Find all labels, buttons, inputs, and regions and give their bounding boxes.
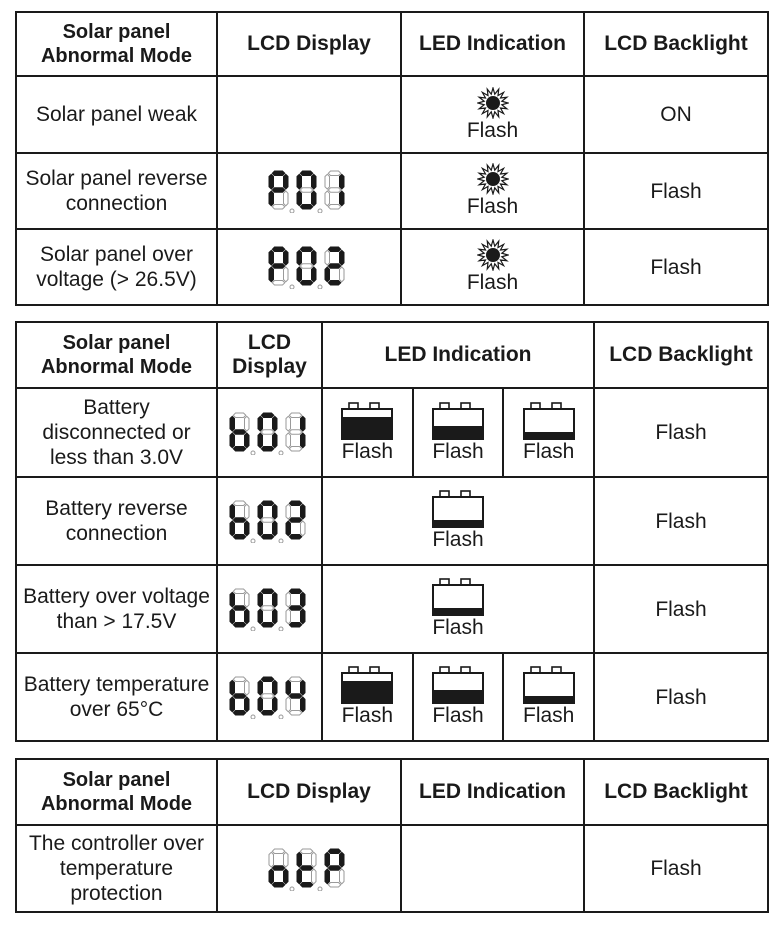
lcd-cell: [216, 387, 323, 478]
sun-icon: [476, 86, 509, 119]
battery-icon: [341, 666, 394, 704]
lcd-display: [229, 412, 305, 455]
led-label: Flash: [523, 704, 575, 727]
led-label: Flash: [341, 704, 394, 727]
header-lcd-backlight: LCD Backlight: [583, 758, 769, 826]
led-indicator: Flash: [323, 389, 412, 476]
battery-icon: [522, 666, 575, 704]
mode-cell: Battery temperature over 65°C: [15, 652, 218, 742]
header-led-indication: LED Indication: [321, 321, 595, 389]
led-cell: Flash: [400, 152, 585, 230]
lcd-display: [229, 588, 305, 631]
backlight-cell: Flash: [593, 564, 769, 654]
table-row: Battery reverse connection Flash Flash: [15, 476, 769, 566]
led-label: Flash: [432, 704, 484, 727]
mode-cell: Solar panel reverse connection: [15, 152, 218, 230]
solar-panel-fault-table: Solar panel Abnormal Mode LCD Display LE…: [15, 11, 769, 306]
header-lcd-backlight: LCD Backlight: [593, 321, 769, 389]
led-cell: Flash Flash Flash: [321, 387, 595, 478]
lcd-display: [229, 676, 305, 719]
battery-icon: [341, 401, 394, 440]
battery-icon: [432, 401, 484, 440]
header-mode: Solar panel Abnormal Mode: [15, 321, 218, 389]
led-indicator: Flash: [502, 654, 593, 740]
lcd-cell: [216, 152, 402, 230]
led-label: Flash: [432, 528, 484, 551]
battery-fault-table: Solar panel Abnormal Mode LCD Display LE…: [15, 321, 769, 742]
lcd-cell: [216, 75, 402, 154]
header-led-indication: LED Indication: [400, 11, 585, 77]
led-label: Flash: [341, 439, 394, 463]
controller-fault-table: Solar panel Abnormal Mode LCD Display LE…: [15, 758, 769, 913]
backlight-cell: Flash: [593, 652, 769, 742]
backlight-cell: Flash: [593, 476, 769, 566]
header-lcd-backlight: LCD Backlight: [583, 11, 769, 77]
mode-cell: Solar panel over voltage (> 26.5V): [15, 228, 218, 306]
battery-icon: [432, 666, 484, 704]
lcd-cell: [216, 228, 402, 306]
backlight-cell: Flash: [583, 228, 769, 306]
lcd-display: [229, 500, 305, 543]
header-lcd-display: LCD Display: [216, 321, 323, 389]
backlight-cell: Flash: [583, 824, 769, 913]
header-lcd-display: LCD Display: [216, 11, 402, 77]
led-cell: Flash: [321, 476, 595, 566]
lcd-display: [268, 246, 345, 289]
led-cell: [400, 824, 585, 913]
backlight-cell: ON: [583, 75, 769, 154]
led-cell: Flash: [400, 228, 585, 306]
header-led-indication: LED Indication: [400, 758, 585, 826]
table-row: Battery temperature over 65°C Flash Flas…: [15, 652, 769, 742]
lcd-cell: [216, 824, 402, 913]
led-label: Flash: [466, 195, 519, 218]
header-lcd-display: LCD Display: [216, 758, 402, 826]
table-row: Battery over voltage than > 17.5V Flash …: [15, 564, 769, 654]
table-row: The controller over temperature protecti…: [15, 824, 769, 913]
led-indicator: Flash: [502, 389, 593, 476]
led-label: Flash: [432, 439, 484, 463]
table-row: Battery disconnected or less than 3.0V F…: [15, 387, 769, 478]
lcd-display: [268, 170, 345, 213]
led-cell: Flash: [321, 564, 595, 654]
led-label: Flash: [466, 271, 519, 294]
mode-cell: Battery reverse connection: [15, 476, 218, 566]
header-mode: Solar panel Abnormal Mode: [15, 11, 218, 77]
led-indicator: Flash: [411, 389, 503, 476]
led-label: Flash: [466, 118, 519, 142]
battery-icon: [432, 490, 484, 528]
lcd-display: [268, 848, 345, 891]
mode-cell: Solar panel weak: [15, 75, 218, 154]
table-row: Solar panel over voltage (> 26.5V) Flash…: [15, 228, 769, 306]
led-indicator: Flash: [411, 654, 503, 740]
lcd-cell: [216, 652, 323, 742]
battery-icon: [522, 401, 575, 440]
led-cell: Flash Flash Flash: [321, 652, 595, 742]
sun-icon: [476, 163, 509, 195]
led-label: Flash: [432, 616, 484, 639]
led-label: Flash: [523, 439, 575, 463]
backlight-cell: Flash: [583, 152, 769, 230]
lcd-cell: [216, 476, 323, 566]
backlight-cell: Flash: [593, 387, 769, 478]
led-indicator: Flash: [323, 654, 412, 740]
sun-icon: [476, 239, 509, 271]
led-cell: Flash: [400, 75, 585, 154]
table-row: Solar panel weak Flash ON: [15, 75, 769, 154]
lcd-cell: [216, 564, 323, 654]
battery-icon: [432, 578, 484, 616]
mode-cell: The controller over temperature protecti…: [15, 824, 218, 913]
mode-cell: Battery disconnected or less than 3.0V: [15, 387, 218, 478]
table-row: Solar panel reverse connection Flash Fla…: [15, 152, 769, 230]
mode-cell: Battery over voltage than > 17.5V: [15, 564, 218, 654]
header-mode: Solar panel Abnormal Mode: [15, 758, 218, 826]
